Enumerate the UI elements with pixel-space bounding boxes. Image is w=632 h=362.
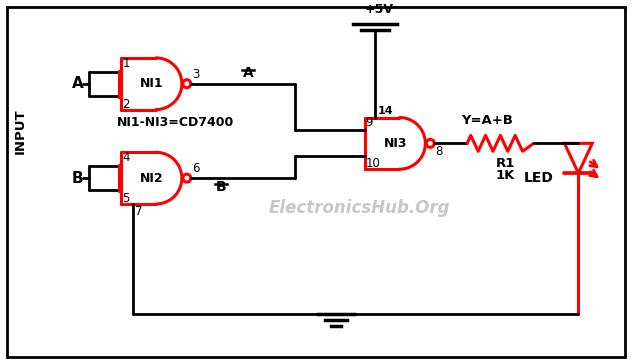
Text: 14: 14 bbox=[377, 105, 393, 115]
Text: 8: 8 bbox=[435, 145, 442, 158]
Text: 4: 4 bbox=[122, 151, 130, 164]
Text: B: B bbox=[71, 171, 83, 186]
Text: NI1: NI1 bbox=[140, 77, 164, 90]
Text: 6: 6 bbox=[191, 162, 199, 175]
Text: NI3: NI3 bbox=[384, 137, 407, 150]
Text: NI1-NI3=CD7400: NI1-NI3=CD7400 bbox=[118, 117, 234, 130]
Text: Y=A+B: Y=A+B bbox=[461, 114, 513, 127]
Text: B: B bbox=[216, 180, 226, 194]
Text: 7: 7 bbox=[135, 205, 143, 218]
Text: ElectronicsHub.Org: ElectronicsHub.Org bbox=[269, 199, 451, 217]
Text: 1K: 1K bbox=[495, 169, 515, 182]
Text: A: A bbox=[71, 76, 83, 91]
Text: INPUT: INPUT bbox=[13, 108, 27, 154]
Text: 9: 9 bbox=[366, 117, 373, 130]
Text: 5: 5 bbox=[122, 192, 130, 205]
Text: 10: 10 bbox=[366, 157, 380, 170]
Text: NI2: NI2 bbox=[140, 172, 164, 185]
Text: 3: 3 bbox=[191, 68, 199, 81]
Text: R1: R1 bbox=[495, 157, 515, 170]
Text: +5V: +5V bbox=[365, 3, 394, 16]
Text: 1: 1 bbox=[122, 57, 130, 70]
Text: A: A bbox=[243, 66, 253, 80]
Text: LED: LED bbox=[524, 171, 554, 185]
Text: 2: 2 bbox=[122, 98, 130, 111]
